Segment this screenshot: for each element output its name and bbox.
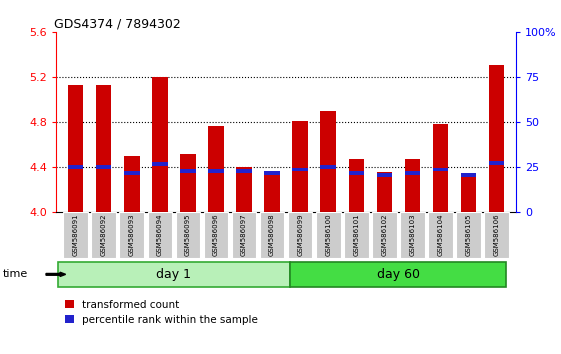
Bar: [376, 172, 392, 212]
Bar: [119, 212, 144, 258]
Text: day 60: day 60: [377, 268, 420, 281]
Bar: [124, 156, 140, 212]
Bar: [292, 121, 308, 212]
Text: GSM586102: GSM586102: [381, 214, 387, 256]
Text: GSM586095: GSM586095: [185, 214, 191, 256]
Text: GSM586103: GSM586103: [410, 214, 415, 256]
Bar: [91, 212, 116, 258]
Bar: [456, 212, 481, 258]
Text: GSM586105: GSM586105: [466, 214, 471, 256]
Bar: [461, 173, 476, 177]
Bar: [96, 85, 112, 212]
Text: GSM586099: GSM586099: [297, 214, 303, 256]
Text: GSM586092: GSM586092: [101, 214, 107, 256]
Bar: [236, 169, 252, 173]
Bar: [180, 154, 196, 212]
Text: GSM586096: GSM586096: [213, 214, 219, 256]
Bar: [489, 161, 504, 165]
Bar: [232, 212, 256, 258]
Legend: transformed count, percentile rank within the sample: transformed count, percentile rank withi…: [61, 296, 262, 329]
Bar: [291, 262, 506, 287]
Bar: [372, 212, 397, 258]
Bar: [344, 212, 369, 258]
Text: GSM586097: GSM586097: [241, 214, 247, 256]
Bar: [348, 171, 364, 175]
Bar: [152, 77, 168, 212]
Text: GSM586093: GSM586093: [129, 214, 135, 256]
Bar: [68, 85, 84, 212]
Bar: [264, 173, 280, 212]
Bar: [180, 169, 196, 173]
Text: day 1: day 1: [157, 268, 191, 281]
Bar: [320, 111, 336, 212]
Bar: [400, 212, 425, 258]
Bar: [96, 165, 112, 169]
Text: GSM586098: GSM586098: [269, 214, 275, 256]
Text: GSM586106: GSM586106: [494, 214, 499, 256]
Bar: [489, 64, 504, 212]
Bar: [57, 262, 291, 287]
Bar: [292, 167, 308, 171]
Bar: [348, 159, 364, 212]
Text: GSM586104: GSM586104: [438, 214, 443, 256]
Bar: [204, 212, 228, 258]
Bar: [376, 173, 392, 177]
Bar: [63, 212, 88, 258]
Bar: [404, 159, 420, 212]
Bar: [484, 212, 509, 258]
Text: GSM586101: GSM586101: [353, 214, 359, 256]
Text: GSM586094: GSM586094: [157, 214, 163, 256]
Bar: [320, 165, 336, 169]
Bar: [208, 169, 224, 173]
Bar: [236, 167, 252, 212]
Bar: [152, 162, 168, 166]
Bar: [433, 124, 448, 212]
Bar: [124, 171, 140, 175]
Bar: [176, 212, 200, 258]
Bar: [461, 176, 476, 212]
Bar: [428, 212, 453, 258]
Bar: [68, 165, 84, 169]
Bar: [208, 126, 224, 212]
Bar: [260, 212, 284, 258]
Bar: [288, 212, 312, 258]
Text: time: time: [3, 269, 28, 279]
Bar: [264, 171, 280, 175]
Text: GSM586091: GSM586091: [73, 214, 79, 256]
Bar: [316, 212, 341, 258]
Text: GSM586100: GSM586100: [325, 214, 331, 256]
Bar: [148, 212, 172, 258]
Text: GDS4374 / 7894302: GDS4374 / 7894302: [54, 18, 181, 31]
Bar: [433, 167, 448, 171]
Bar: [404, 171, 420, 175]
